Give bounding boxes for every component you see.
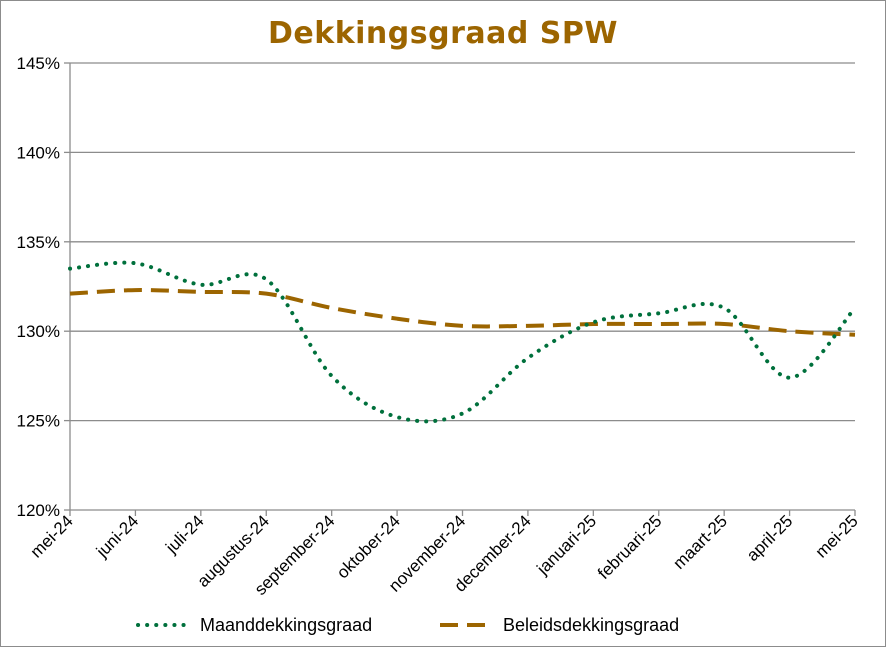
legend-label: Maanddekkingsgraad: [200, 615, 372, 635]
legend-label: Beleidsdekkingsgraad: [503, 615, 679, 635]
x-tick-label: juli-24: [161, 511, 207, 557]
x-tick-label: januari-25: [533, 511, 601, 579]
series-line-beleidsdekkingsgraad: [69, 288, 856, 337]
series-lines: [68, 260, 857, 424]
x-tick-labels: mei-24 juni-24 juli-24augustus-24september…: [27, 511, 862, 599]
legend: Maanddekkingsgraad Beleidsdekkingsgraad: [136, 615, 679, 635]
x-tick-label: april-25: [743, 511, 797, 565]
chart-title: Dekkingsgraad SPW: [268, 16, 618, 51]
y-tick-label: 145%: [17, 54, 60, 73]
y-tick-label: 120%: [17, 501, 60, 520]
y-tick-labels: 120% 125% 130% 135% 140% 145%: [17, 54, 60, 520]
gridlines: [70, 62, 855, 422]
y-tick-label: 130%: [17, 322, 60, 341]
y-tick-label: 140%: [17, 143, 60, 162]
x-tick-label: februari-25: [594, 511, 666, 583]
y-tick-label: 125%: [17, 412, 60, 431]
y-tick-label: 135%: [17, 233, 60, 252]
series-line-maanddekkingsgraad: [68, 260, 857, 424]
x-tick-label: juni-24: [92, 511, 142, 561]
x-tick-label: oktober-24: [333, 511, 404, 582]
x-tick-label: mei-25: [812, 511, 862, 561]
x-tick-label: maart-25: [669, 511, 731, 573]
axes: [64, 62, 856, 516]
